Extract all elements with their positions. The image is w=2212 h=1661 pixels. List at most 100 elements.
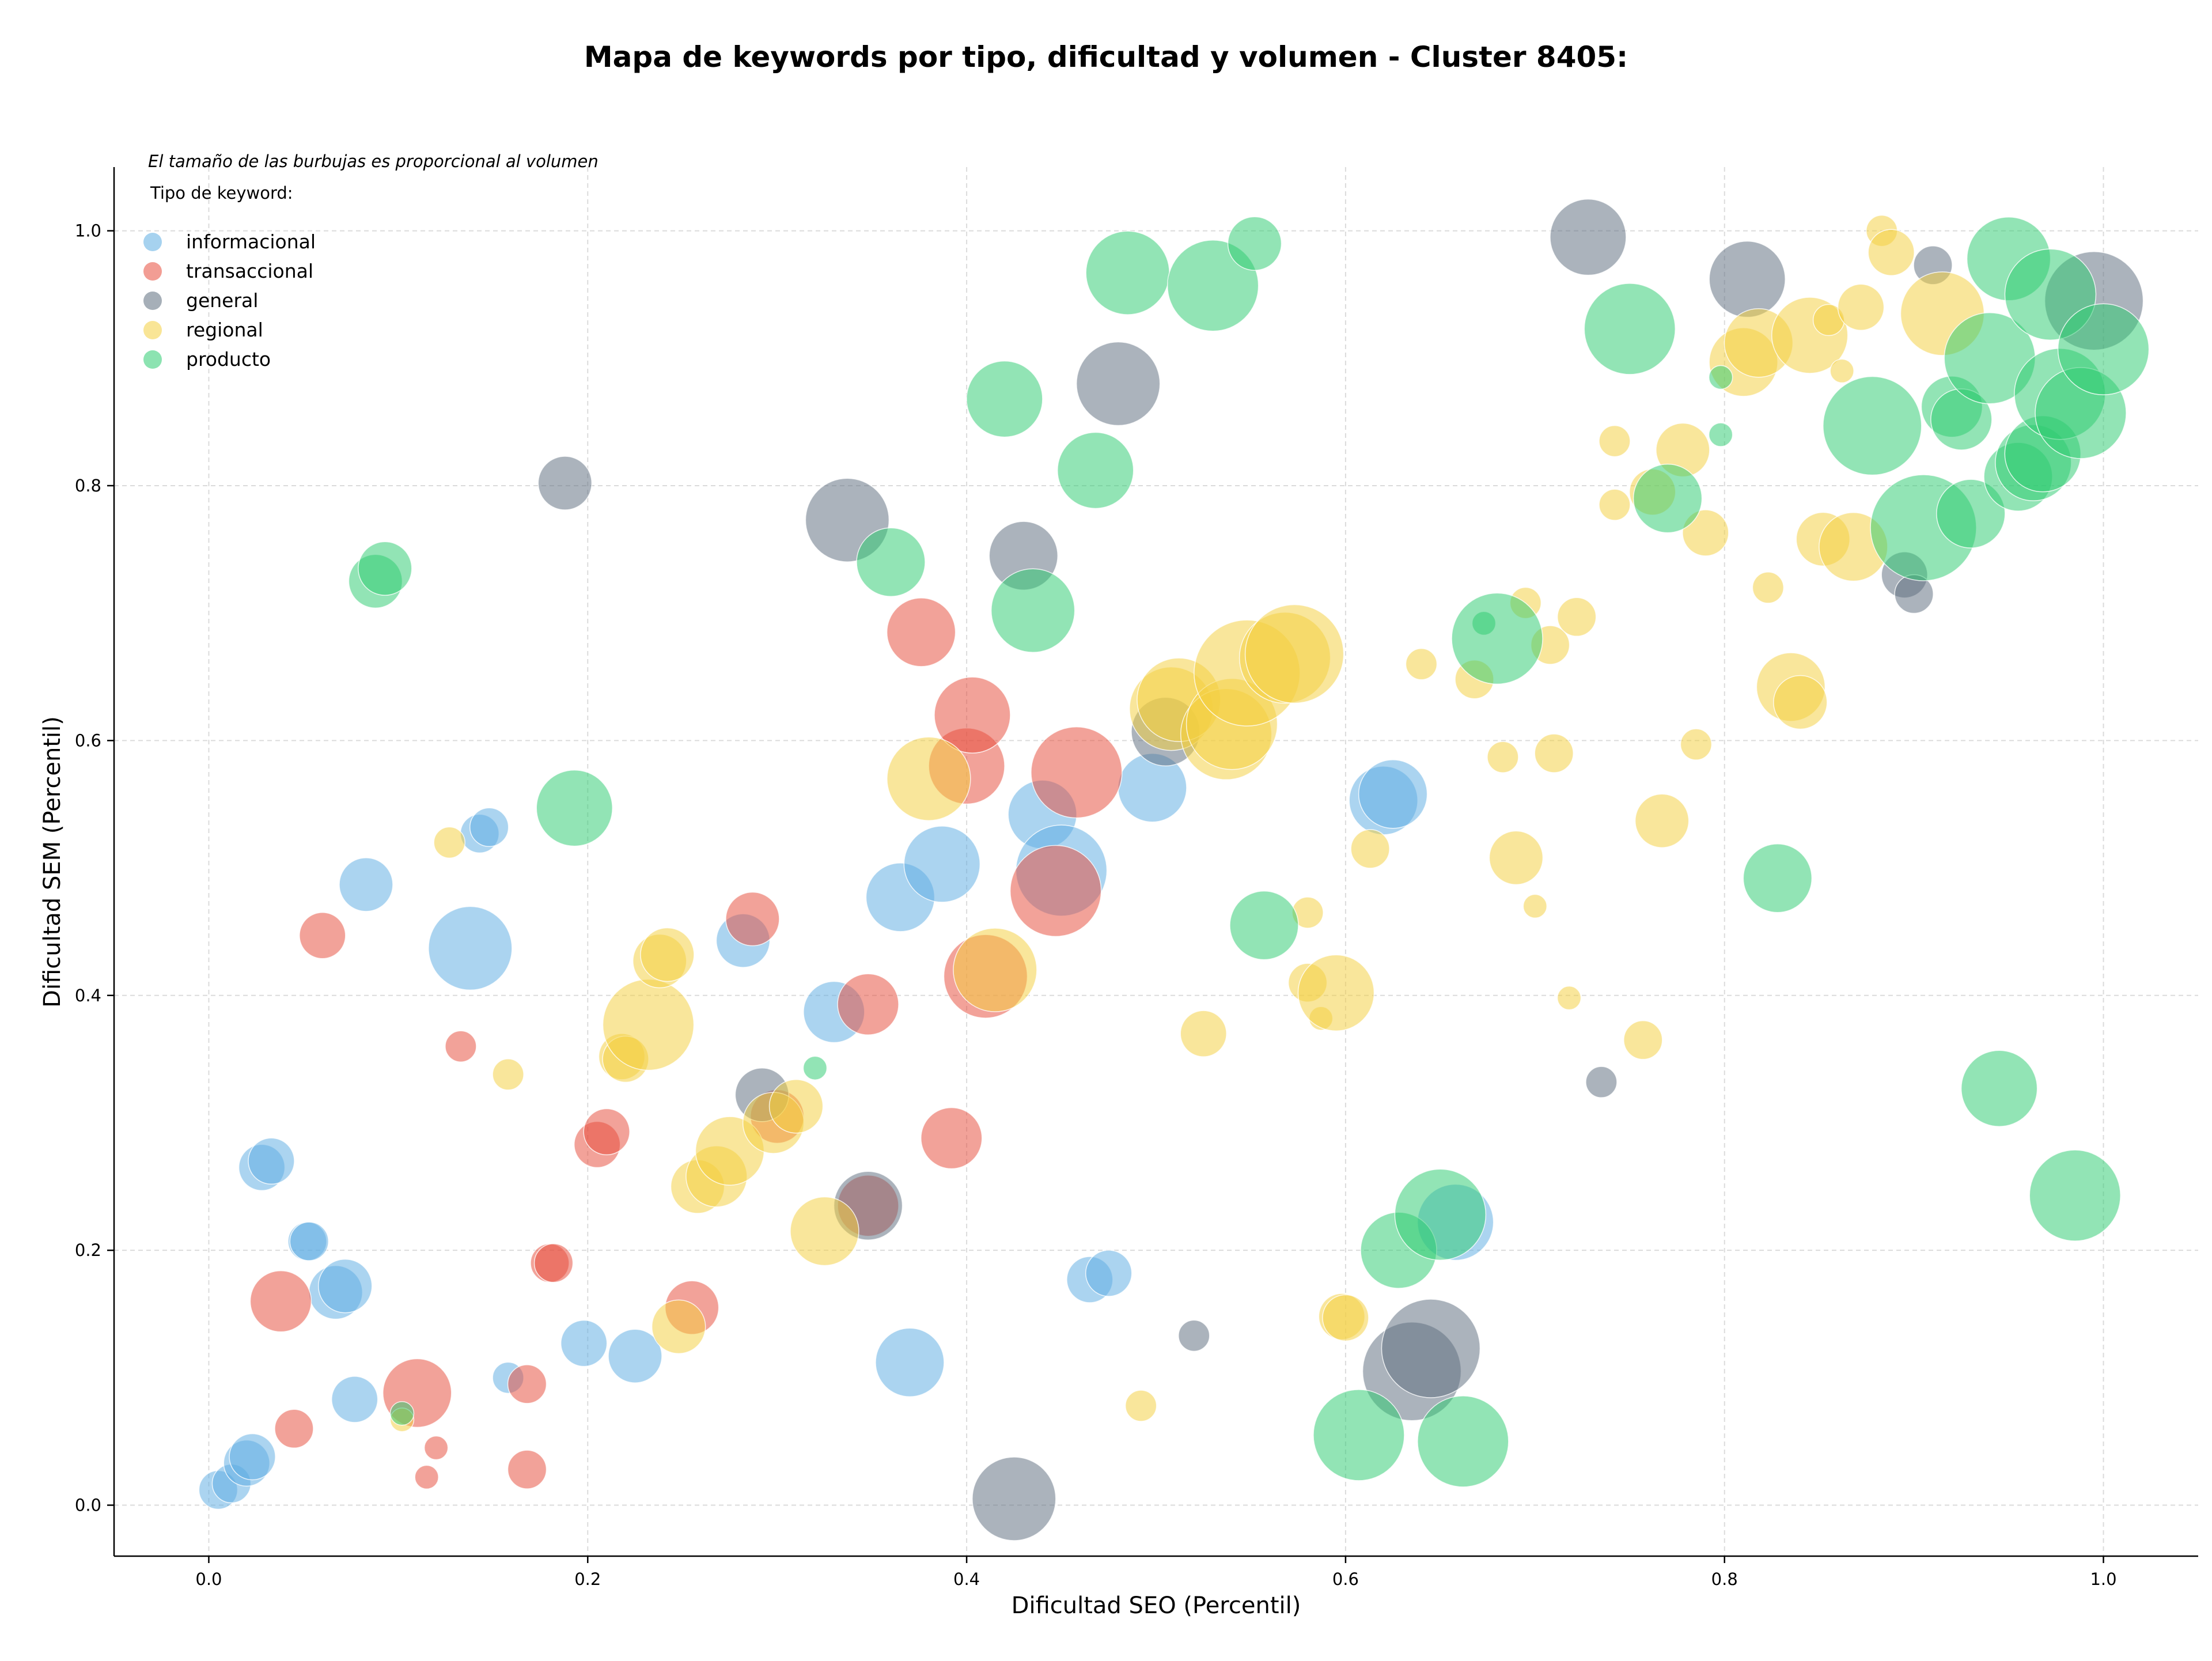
legend: El tamaño de las burbujas es proporciona… xyxy=(143,152,599,370)
bubble-producto xyxy=(1229,890,1299,960)
bubble-regional xyxy=(640,927,695,982)
bubble-regional xyxy=(433,826,465,859)
legend-label-general: general xyxy=(186,289,258,312)
bubble-regional xyxy=(1534,733,1574,773)
bubble-informacional xyxy=(608,1329,662,1383)
bubble-regional xyxy=(602,978,695,1071)
bubble-producto xyxy=(1708,365,1733,390)
bubble-transaccional xyxy=(414,1465,439,1490)
bubble-producto xyxy=(1056,432,1134,509)
bubble-general xyxy=(1178,1319,1210,1352)
bubble-regional xyxy=(1488,830,1544,886)
bubble-transaccional xyxy=(921,1107,983,1170)
bubble-regional xyxy=(1405,648,1438,680)
bubble-informacional xyxy=(248,1137,295,1185)
bubble-regional xyxy=(953,928,1037,1012)
bubble-general xyxy=(1550,198,1627,276)
bubble-transaccional xyxy=(1009,845,1102,937)
bubble-regional xyxy=(1556,597,1597,637)
bubble-regional xyxy=(768,1079,824,1134)
bubble-producto xyxy=(1451,592,1543,685)
bubble-informacional xyxy=(1358,759,1428,829)
y-tick-label: 0.8 xyxy=(75,476,101,495)
bubble-informacional xyxy=(331,1376,378,1423)
bubble-regional xyxy=(1680,728,1713,760)
bubble-general xyxy=(1585,1066,1618,1098)
bubble-general xyxy=(537,456,593,510)
chart-title: Mapa de keywords por tipo, dificultad y … xyxy=(584,40,1628,74)
x-tick-label: 1.0 xyxy=(2090,1569,2116,1589)
bubble-transaccional xyxy=(583,1108,630,1156)
bubble-producto xyxy=(358,541,412,596)
bubble-regional xyxy=(1837,283,1885,331)
y-tick-label: 0.6 xyxy=(75,731,101,750)
x-ticks: 0.0 0.2 0.4 0.6 0.8 1.0 xyxy=(195,1556,2117,1589)
bubble-producto xyxy=(1394,1168,1487,1261)
bubble-producto xyxy=(1823,376,1922,476)
y-tick-label: 0.2 xyxy=(75,1240,101,1260)
x-tick-label: 0.0 xyxy=(195,1569,222,1589)
legend-label-regional: regional xyxy=(186,319,263,341)
bubble-producto xyxy=(1708,422,1733,447)
x-tick-label: 0.6 xyxy=(1332,1569,1359,1589)
bubble-informacional xyxy=(469,807,509,847)
bubble-transaccional xyxy=(837,973,899,1035)
bubble-regional xyxy=(1180,1010,1227,1057)
bubble-regional xyxy=(1244,604,1344,704)
bubble-regional xyxy=(1830,358,1854,384)
bubble-general xyxy=(1075,341,1161,426)
legend-label-informacional: informacional xyxy=(186,230,316,253)
bubble-regional xyxy=(1599,425,1631,457)
bubble-producto xyxy=(966,360,1043,438)
bubble-regional xyxy=(1522,894,1548,919)
bubble-general xyxy=(1381,1299,1481,1398)
bubble-transaccional xyxy=(1031,726,1123,819)
bubble-producto xyxy=(389,1401,415,1426)
bubble-regional xyxy=(1623,1020,1663,1060)
bubble-general xyxy=(1709,240,1786,318)
bubble-producto xyxy=(1584,283,1676,375)
y-tick-label: 1.0 xyxy=(75,221,101,241)
y-tick-label: 0.0 xyxy=(75,1496,101,1515)
bubble-regional xyxy=(1322,1294,1369,1342)
bubble-informacional xyxy=(318,1258,373,1314)
bubble-informacional xyxy=(1085,1250,1132,1297)
bubble-transaccional xyxy=(274,1409,314,1449)
bubble-transaccional xyxy=(725,891,780,947)
bubble-regional xyxy=(887,736,971,821)
bubble-producto xyxy=(1960,1050,2038,1127)
bubble-producto xyxy=(1227,216,1282,271)
bubble-producto xyxy=(1633,463,1703,534)
legend-marker-informacional xyxy=(143,233,162,251)
bubble-informacional xyxy=(339,857,393,912)
bubble-regional xyxy=(1556,985,1582,1011)
bubble-regional xyxy=(1599,489,1631,521)
bubble-general xyxy=(972,1456,1056,1541)
bubble-regional xyxy=(1487,741,1519,773)
legend-entries: informacional transaccional general regiona… xyxy=(143,230,316,370)
bubble-informacional xyxy=(560,1319,608,1367)
bubble-producto xyxy=(1313,1389,1405,1481)
bubble-informacional xyxy=(875,1327,945,1398)
bubble-transaccional xyxy=(533,1243,574,1283)
bubble-producto xyxy=(990,568,1075,653)
bubble-transaccional xyxy=(507,1364,547,1404)
legend-label-transaccional: transaccional xyxy=(186,260,313,282)
bubble-regional xyxy=(1752,572,1785,604)
bubble-transaccional xyxy=(423,1435,449,1461)
bubble-regional xyxy=(1124,1390,1157,1422)
bubble-producto xyxy=(2029,1149,2121,1242)
bubble-producto xyxy=(1936,479,2006,548)
x-tick-label: 0.8 xyxy=(1711,1569,1738,1589)
legend-title: Tipo de keyword: xyxy=(150,183,293,203)
y-axis-label: Dificultad SEM (Percentil) xyxy=(39,716,66,1008)
bubble-regional xyxy=(1773,675,1828,730)
bubble-transaccional xyxy=(249,1270,312,1333)
bubble-regional xyxy=(1682,509,1729,557)
bubble-producto xyxy=(1085,230,1170,315)
bubble-informacional xyxy=(289,1221,329,1261)
bubble-producto xyxy=(802,1055,828,1081)
bubble-regional xyxy=(1634,793,1690,848)
bubble-layer xyxy=(198,198,2150,1541)
